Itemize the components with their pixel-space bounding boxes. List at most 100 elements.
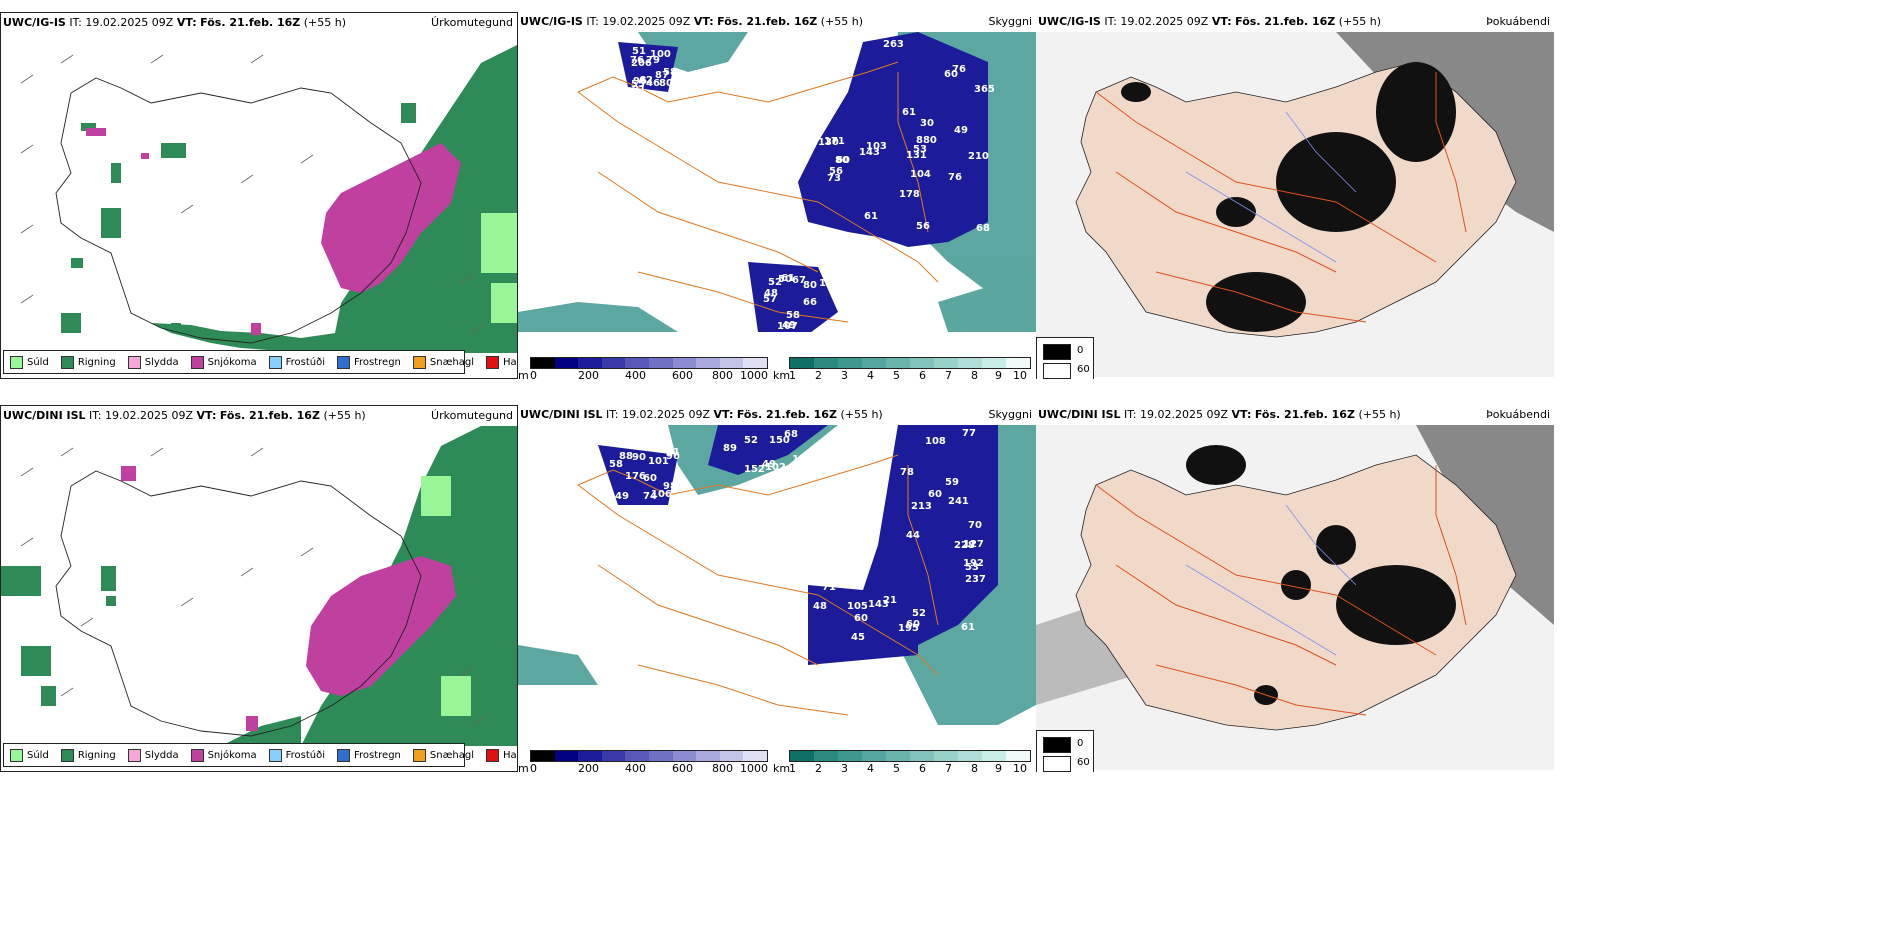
precip-legend: Súld Rigning Slydda Snjókoma Frostúði Fr… <box>3 743 517 767</box>
road-network <box>577 61 939 323</box>
colorbar-cell <box>862 358 886 368</box>
fog-area <box>1121 62 1456 332</box>
ceiling-label: 89 <box>723 443 737 454</box>
header: UWC/DINI ISL IT: 19.02.2025 09Z VT: Fös.… <box>3 409 366 422</box>
ceiling-label: 88 <box>619 451 633 462</box>
ceiling-label: 60 <box>643 473 657 484</box>
ceiling-label: 101 <box>648 456 669 467</box>
ceiling-label: 53 <box>913 144 927 155</box>
ceiling-label: 61 <box>666 447 680 458</box>
ceiling-label: 143 <box>859 147 880 158</box>
ceiling-label: 53 <box>965 562 979 573</box>
ceiling-label: 52 <box>912 608 926 619</box>
colorbar-cell <box>672 358 697 368</box>
legend-item: Snjókoma <box>190 355 257 369</box>
ceiling-label: 206 <box>631 58 652 69</box>
ceiling-label: 73 <box>807 450 821 461</box>
precip-legend: Súld Rigning Slydda Snjókoma Frostúði Fr… <box>3 350 517 374</box>
ceiling-label: 178 <box>899 189 920 200</box>
ceiling-label: 48 <box>813 601 827 612</box>
colorbar-cell <box>672 751 697 761</box>
colorbar-cell <box>886 358 910 368</box>
ceiling-label: 80 <box>835 155 849 166</box>
river-network <box>1185 504 1357 656</box>
ceiling-label: 130 <box>818 137 839 148</box>
legend-item: Snjókoma <box>190 748 257 762</box>
legend-item: Súld <box>10 355 49 369</box>
ceiling-label: 49 <box>762 459 776 470</box>
precip-panel-bottom: UWC/DINI ISL IT: 19.02.2025 09Z VT: Fös.… <box>0 405 518 772</box>
ceiling-label: 213 <box>911 501 932 512</box>
header: UWC/DINI ISL IT: 19.02.2025 09Z VT: Fös.… <box>520 408 883 421</box>
panel-title: Skyggni <box>988 408 1032 421</box>
colorbar-cell <box>790 751 814 761</box>
ceiling-label: 143 <box>868 599 889 610</box>
ceiling-label: 49 <box>615 491 629 502</box>
ceiling-label: 152 <box>744 464 765 475</box>
ceiling-labels: 7449898923760964460456060526148495853597… <box>609 428 986 643</box>
legend-item: Slydda <box>127 748 179 762</box>
fog-legend: 0 60 <box>1036 337 1094 379</box>
colorbar-cell <box>958 751 982 761</box>
ceiling-label: 228 <box>954 540 975 551</box>
colorbar-cell <box>648 751 673 761</box>
ceiling-label: 241 <box>948 496 969 507</box>
river-network <box>1185 111 1357 263</box>
colorbar-cell <box>982 358 1006 368</box>
ceiling-label: 76 <box>630 55 644 66</box>
coastline <box>55 77 422 344</box>
ceiling-label: 60 <box>928 489 942 500</box>
ceiling-label: 80 <box>659 78 673 89</box>
header: UWC/DINI ISL IT: 19.02.2025 09Z VT: Fös.… <box>1038 408 1401 421</box>
ceiling-label: 48 <box>764 288 778 299</box>
colorbar-cell <box>601 751 626 761</box>
colorbar-cell <box>578 358 602 368</box>
colorbar-cell <box>790 358 814 368</box>
ceiling-label: 58 <box>663 67 677 78</box>
ceiling-label: 61 <box>961 622 975 633</box>
ceiling-label: 49 <box>954 125 968 136</box>
colorbar-cell <box>934 358 958 368</box>
colorbar-cell <box>814 358 838 368</box>
ceiling-label: 127 <box>963 539 984 550</box>
legend-item: Súld <box>10 748 49 762</box>
ceiling-label: 50 <box>778 274 792 285</box>
ceiling-label: 71 <box>822 582 836 593</box>
legend-item: Rigning <box>60 748 116 762</box>
ceiling-label: 21 <box>883 595 897 606</box>
ceiling-colorbar: m 0 200 400 600 800 1000 <box>518 357 768 379</box>
precip-map <box>20 45 517 353</box>
header: UWC/IG-IS IT: 19.02.2025 09Z VT: Fös. 21… <box>520 15 864 28</box>
panel-title: Úrkomutegund <box>431 409 513 422</box>
ceiling-label: 60 <box>836 155 850 166</box>
snow-area <box>86 128 461 335</box>
ceiling-label: 61 <box>781 273 795 284</box>
fog-map <box>1036 32 1554 377</box>
ceiling-label: 66 <box>803 297 817 308</box>
ceiling-label: 44 <box>906 530 920 541</box>
ceiling-label: 78 <box>900 467 914 478</box>
ceiling-label: 210 <box>968 151 989 162</box>
colorbar-cell <box>554 358 579 368</box>
ceiling-label: 61 <box>902 107 916 118</box>
legend-item: Frostúði <box>268 355 325 369</box>
colorbar-unit: m <box>518 762 529 772</box>
ceiling-label: 60 <box>854 613 868 624</box>
ceiling-label: 52 <box>744 435 758 446</box>
colorbar-cell <box>958 358 982 368</box>
ceiling-label: 77 <box>962 428 976 439</box>
ceiling-label: 59 <box>945 477 959 488</box>
colorbar-cell <box>554 751 579 761</box>
ceiling-label: 74 <box>643 491 657 502</box>
legend-item: Snæhagl <box>412 748 474 762</box>
legend-item: Rigning <box>60 355 116 369</box>
ceiling-label: 56 <box>829 166 843 177</box>
ceiling-label: 45 <box>851 632 865 643</box>
colorbar-cell <box>625 358 649 368</box>
ceiling-label: 106 <box>651 489 672 500</box>
ceiling-label: 192 <box>963 558 984 569</box>
ceiling-label: 237 <box>965 574 986 585</box>
ceiling-label: 67 <box>792 275 806 286</box>
wind-barbs <box>20 54 484 334</box>
colorbar-cell <box>719 751 744 761</box>
